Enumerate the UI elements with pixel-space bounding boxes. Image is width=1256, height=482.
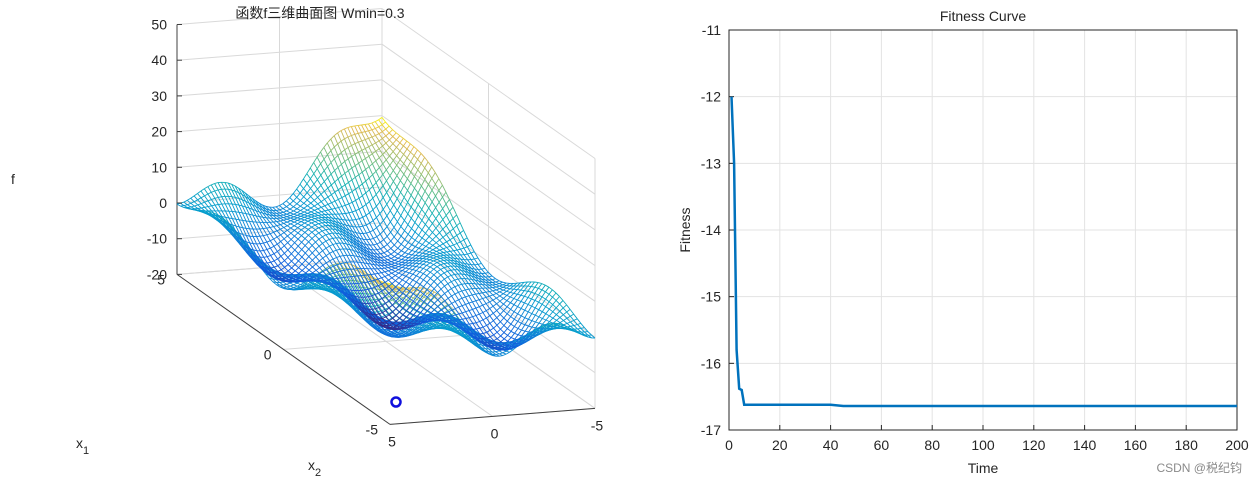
z-tick-label: 10 bbox=[151, 159, 167, 175]
fitness-y-tick-label: -11 bbox=[702, 22, 721, 38]
fitness-y-tick-label: -16 bbox=[701, 355, 721, 371]
fitness-x-label: Time bbox=[968, 460, 999, 476]
x2-axis-label: x2 bbox=[308, 457, 321, 479]
x2-label-sub: 2 bbox=[315, 467, 321, 479]
minimum-marker bbox=[390, 396, 402, 408]
fitness-x-tick-label: 160 bbox=[1124, 437, 1148, 453]
fitness-x-tick-label: 120 bbox=[1022, 437, 1046, 453]
z-tick-label: 0 bbox=[159, 195, 167, 211]
x2-label-main: x bbox=[308, 457, 315, 473]
x1-axis-label: x1 bbox=[76, 435, 89, 457]
x1-label-main: x bbox=[76, 435, 83, 451]
fitness-series-line bbox=[730, 96, 1237, 408]
x1-tick-labels: 5 0 -5 bbox=[157, 271, 378, 437]
x1-tick-label: 0 bbox=[264, 346, 272, 362]
x2-tick-label: 5 bbox=[388, 433, 396, 449]
fitness-x-tick-label: 0 bbox=[725, 437, 733, 453]
fitness-x-ticks: 0 20 40 60 80 100 120 140 160 180 200 bbox=[725, 425, 1249, 453]
fitness-y-tick-label: -13 bbox=[701, 155, 721, 171]
watermark: CSDN @税纪钧 bbox=[1156, 461, 1242, 475]
x2-tick-label: -5 bbox=[591, 417, 604, 433]
fitness-y-label: Fitness bbox=[677, 207, 693, 252]
x2-tick-labels: 5 0 -5 bbox=[388, 417, 603, 449]
fitness-x-tick-label: 80 bbox=[924, 437, 940, 453]
fitness-x-tick-label: 40 bbox=[823, 437, 839, 453]
z-tick-labels: 50 40 30 20 10 0 -10 -20 bbox=[147, 17, 182, 282]
fitness-x-tick-label: 140 bbox=[1073, 437, 1097, 453]
fitness-y-tick-label: -14 bbox=[701, 222, 721, 238]
surface-mesh bbox=[176, 117, 596, 357]
z-tick-label: -10 bbox=[147, 231, 167, 247]
surface-axes-box bbox=[176, 8, 596, 425]
fitness-title: Fitness Curve bbox=[940, 8, 1027, 24]
z-tick-label: 40 bbox=[151, 52, 167, 68]
z-tick-label: 50 bbox=[151, 17, 167, 33]
fitness-x-tick-label: 180 bbox=[1175, 437, 1199, 453]
x1-tick-label: 5 bbox=[157, 271, 165, 287]
z-axis-label: f bbox=[11, 171, 15, 187]
fitness-x-tick-label: 60 bbox=[874, 437, 890, 453]
z-tick-label: 20 bbox=[151, 124, 167, 140]
fitness-y-tick-label: -15 bbox=[701, 289, 721, 305]
x1-tick-label: -5 bbox=[366, 421, 379, 437]
fitness-x-tick-label: 200 bbox=[1225, 437, 1249, 453]
fitness-panel: 0 20 40 60 80 100 120 140 160 180 200 -11 -12 -13 -14… bbox=[677, 8, 1249, 476]
fitness-x-tick-label: 20 bbox=[772, 437, 788, 453]
fitness-x-tick-label: 100 bbox=[971, 437, 995, 453]
z-tick-label: -20 bbox=[147, 266, 167, 282]
x2-tick-label: 0 bbox=[491, 425, 499, 441]
fitness-y-tick-label: -12 bbox=[701, 89, 721, 105]
x1-label-sub: 1 bbox=[83, 445, 89, 457]
z-tick-label: 30 bbox=[151, 88, 167, 104]
surface-title: 函数f三维曲面图 Wmin=0.3 bbox=[235, 5, 404, 21]
fitness-y-ticks: -11 -12 -13 -14 -15 -16 -17 bbox=[701, 22, 734, 438]
fitness-y-tick-label: -17 bbox=[701, 422, 721, 438]
